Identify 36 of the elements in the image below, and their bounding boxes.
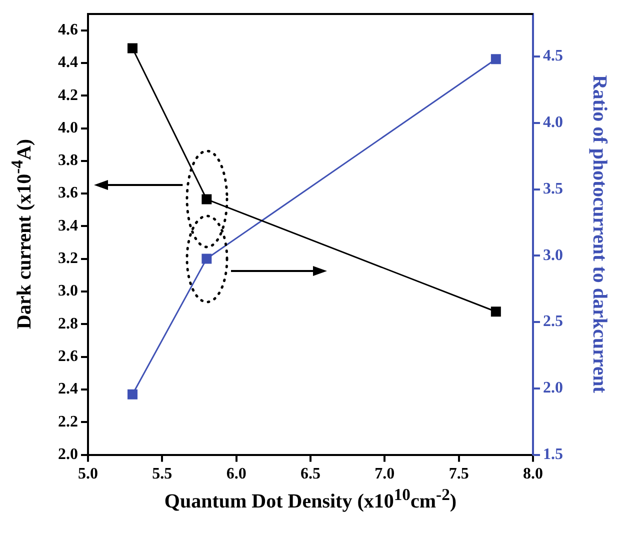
point (128, 389, 138, 400)
x-tick-label: 6.5 (300, 466, 320, 483)
y2-tick-label: 4.5 (543, 48, 563, 65)
y-tick-label: 2.0 (58, 446, 78, 463)
y2-tick-label: 2.0 (543, 380, 563, 397)
y-tick-label: 4.4 (58, 54, 78, 72)
y-tick-label: 3.0 (58, 282, 78, 300)
y2-tick-label: 1.5 (543, 446, 563, 463)
y2-tick-label: 3.0 (543, 246, 563, 264)
point (490, 306, 501, 317)
point (202, 194, 212, 204)
y-tick-label: 3.2 (58, 250, 78, 268)
y-tick-label: 2.6 (58, 348, 78, 365)
y-tick-label: 4.6 (58, 21, 78, 38)
y2-tick-label: 3.5 (543, 180, 563, 198)
y-tick-label: 4.0 (58, 119, 78, 136)
x-tick-label: 7.0 (374, 466, 395, 483)
y2-tick-label: 4.0 (543, 114, 563, 132)
y2-axis-title: Ratio of photocurrent to darkcurrent (588, 75, 610, 394)
x-axis-title: Quantum Dot Density (x10$^{10}$cm$^{-2}$) (164, 484, 457, 514)
x-tick-label: 8.0 (523, 466, 543, 483)
y2-tick-label: 2.5 (543, 313, 563, 330)
y-tick-label: 3.8 (58, 152, 78, 170)
y-tick-label: 3.4 (58, 217, 78, 234)
point (490, 54, 501, 64)
y-tick-label: 2.4 (58, 380, 78, 398)
x-tick-label: 5.5 (152, 466, 172, 483)
point (202, 254, 212, 264)
y-tick-label: 2.2 (58, 413, 78, 430)
point (128, 43, 138, 54)
x-tick-label: 6.0 (226, 466, 246, 483)
y-tick-label: 4.2 (58, 86, 78, 104)
y-tick-label: 2.8 (58, 315, 78, 332)
x-tick-label: 5.0 (78, 466, 98, 483)
y-tick-label: 3.6 (58, 184, 78, 202)
x-tick-label: 7.5 (448, 466, 469, 483)
